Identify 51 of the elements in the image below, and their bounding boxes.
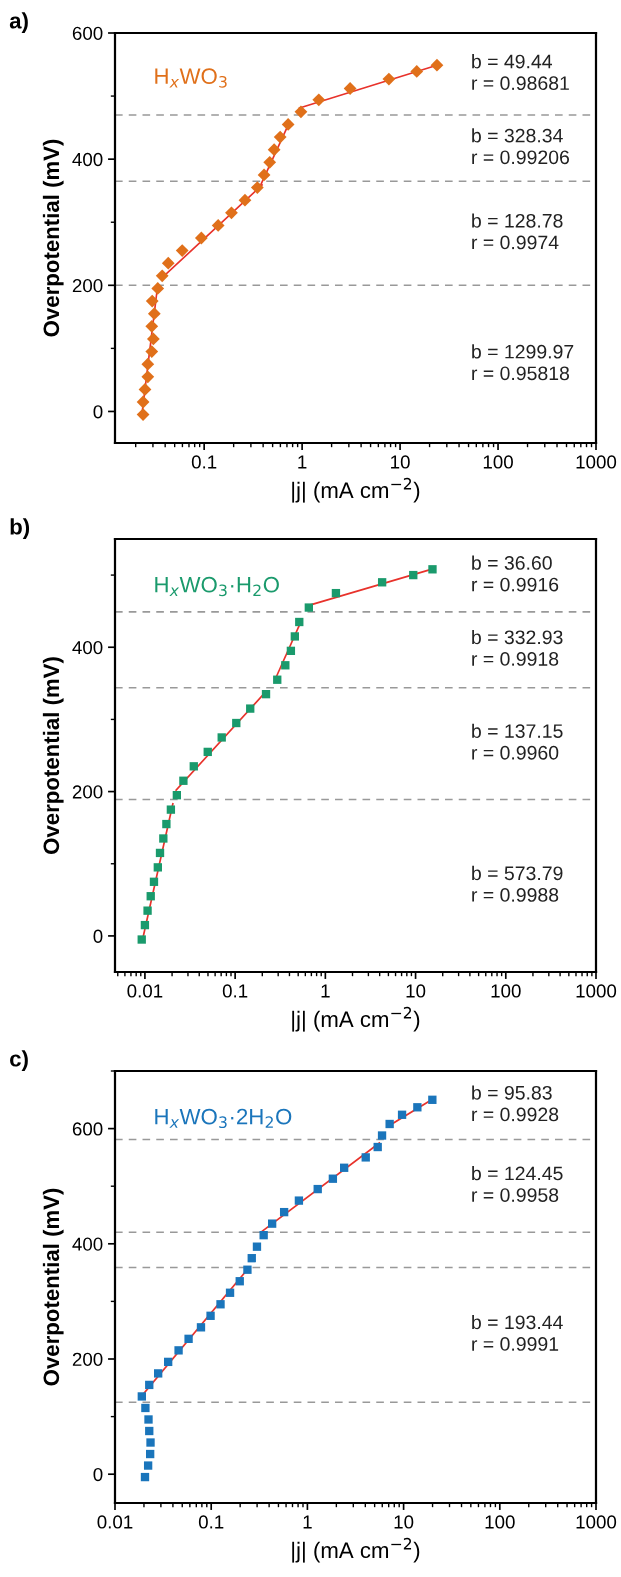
- text: H$_{x}$WO$_{3}$: [155, 68, 227, 88]
- annotation: b = 193.44 r = 0.9991: [472, 1314, 563, 1351]
- annotation: b = 128.78 r = 0.9974: [472, 213, 563, 250]
- x-tick-label: 0.01: [127, 984, 163, 998]
- y-tick-label: 0: [93, 405, 103, 419]
- x-tick-label: 1: [303, 1515, 312, 1529]
- chart-title: a): [9, 12, 28, 33]
- y-tick-label: 0: [93, 929, 103, 943]
- y-tick-label: 200: [72, 785, 103, 799]
- y-tick-label: 600: [72, 26, 103, 40]
- x-tick-label: 100: [491, 984, 521, 998]
- x-tick-label: 1: [321, 984, 330, 998]
- x-tick-label: 1000: [576, 1515, 617, 1529]
- x-tick-label: 10: [406, 984, 426, 998]
- annotation: b = 95.83 r = 0.9928: [472, 1085, 559, 1122]
- annotation: b = 36.60 r = 0.9916: [472, 555, 559, 592]
- x-tick-label: 0.1: [191, 455, 217, 469]
- y-tick-label: 400: [72, 1237, 103, 1251]
- x-tick-label: 10: [391, 455, 410, 469]
- x-tick-label: 100: [485, 1515, 515, 1529]
- y-axis-title: Overpotential (mV): [42, 1188, 64, 1386]
- x-tick-label: 0.1: [222, 984, 248, 998]
- x-tick-label: 1000: [576, 455, 617, 469]
- text: H$_{x}$WO$_{3}$·2H$_{2}$O: [155, 1108, 292, 1129]
- y-tick-label: 600: [72, 1122, 103, 1136]
- annotation: b = 573.79 r = 0.9988: [472, 865, 563, 902]
- y-tick-label: 200: [72, 1352, 103, 1366]
- y-tick-label: 0: [93, 1467, 103, 1482]
- x-tick-label: 0.01: [97, 1515, 133, 1529]
- x-tick-label: 100: [483, 455, 513, 469]
- x-axis-title: |j| (mA cm$^{−2}$): [292, 1006, 420, 1032]
- y-axis-title: Overpotential (mV): [42, 657, 64, 854]
- annotation: b = 1299.97 r = 0.95818: [472, 344, 574, 381]
- annotation: b = 124.45 r = 0.9958: [472, 1166, 563, 1202]
- chart-title: c): [10, 1050, 28, 1071]
- annotation: b = 137.15 r = 0.9960: [472, 723, 563, 760]
- chart-title: b): [10, 518, 30, 539]
- x-tick-label: 0.1: [198, 1515, 224, 1529]
- y-tick-label: 400: [72, 640, 103, 655]
- annotation: b = 332.93 r = 0.9918: [472, 629, 563, 666]
- annotation: b = 49.44 r = 0.98681: [472, 54, 569, 91]
- x-tick-label: 1: [298, 455, 307, 469]
- x-tick-label: 10: [394, 1515, 414, 1529]
- x-axis-title: |j| (mA cm$^{−2}$): [292, 477, 420, 503]
- y-tick-label: 400: [72, 152, 103, 167]
- y-axis-title: Overpotential (mV): [42, 139, 64, 337]
- x-axis-title: |j| (mA cm$^{−2}$): [292, 1537, 420, 1563]
- annotation: b = 328.34 r = 0.99206: [472, 128, 570, 165]
- x-tick-label: 1000: [576, 984, 617, 998]
- series-label: H$_{x}$WO$_{3}$·H$_{2}$O: [155, 576, 279, 597]
- y-tick-label: 200: [72, 279, 103, 293]
